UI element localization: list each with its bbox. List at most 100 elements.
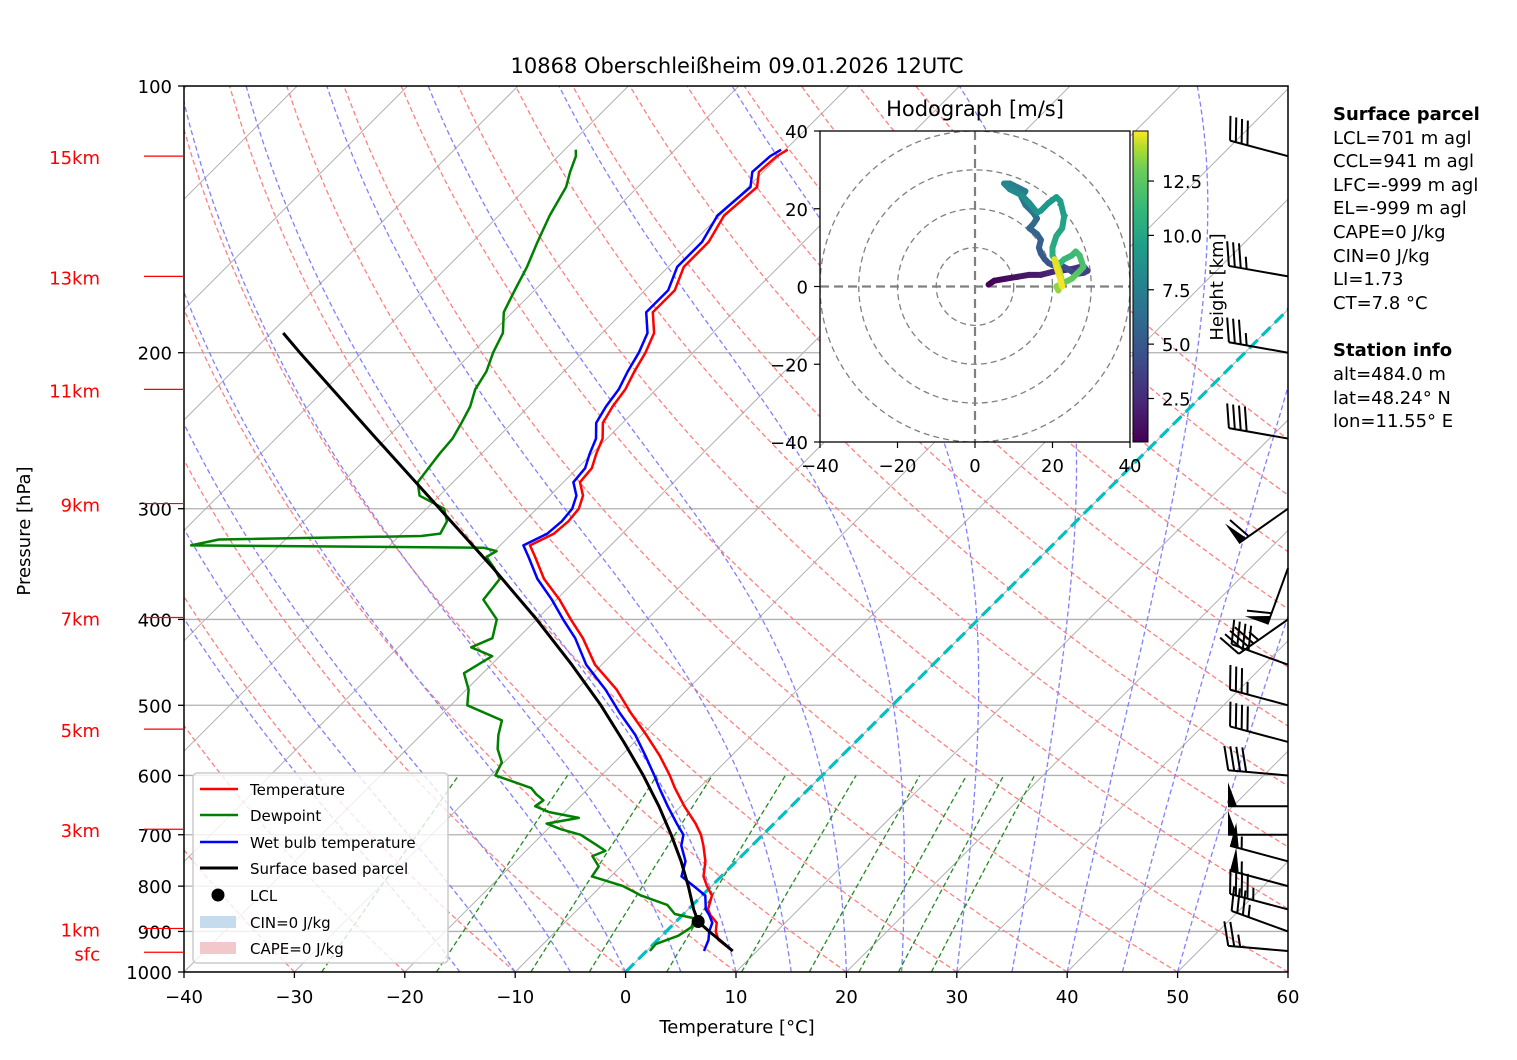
moist-adiabat (245, 86, 737, 972)
barb-full (1232, 318, 1236, 344)
height-labels: 15km 13km 11km 9km 7km 5km 3km 1km sfc (49, 148, 184, 965)
info-lcl: LCL=701 m agl (1333, 127, 1472, 149)
colorbar-label: Height [km] (1207, 233, 1228, 340)
barb-full (1226, 403, 1230, 429)
x-tick-label: 20 (835, 987, 858, 1008)
barb-full (1241, 890, 1247, 916)
barb-full (1246, 609, 1272, 615)
hodograph-trace (985, 180, 1091, 294)
dry-adiabat (184, 595, 516, 972)
isotherm-line (184, 86, 740, 642)
info-ct: CT=7.8 °C (1333, 292, 1428, 314)
moist-adiabat (326, 86, 792, 972)
x-tick-label: 10 (725, 987, 748, 1008)
series-dewpoint (189, 149, 696, 952)
x-tick-label: −40 (165, 987, 203, 1008)
y-tick-label: 700 (138, 826, 172, 847)
hodograph-x-label: −40 (801, 456, 839, 477)
barb-full (1226, 241, 1230, 267)
barb-full (1223, 745, 1230, 771)
wind-barb (1229, 701, 1289, 743)
colorbar-tick-label: 5.0 (1162, 335, 1191, 356)
freezing-isotherm (624, 307, 1288, 972)
barb-half (1237, 934, 1242, 948)
barb-full (1232, 404, 1236, 430)
height-label: 15km (49, 148, 100, 169)
barb-full (1237, 319, 1242, 345)
dry-adiabat (184, 458, 627, 972)
y-tick-label: 800 (138, 877, 172, 898)
barb-full (1223, 921, 1230, 946)
barb-staff (1238, 507, 1289, 544)
barb-staff (1228, 341, 1289, 354)
wind-barb (1226, 317, 1289, 354)
colorbar-tick-label: 12.5 (1162, 172, 1202, 193)
barb-staff (1229, 688, 1289, 707)
wind-barb (1229, 847, 1289, 888)
barb-staff (1228, 427, 1289, 440)
hodograph-y-label: 0 (797, 278, 808, 299)
barb-full (1247, 625, 1253, 651)
barb-flag (1228, 782, 1237, 807)
colorbar-ticks: 2.5 5.0 7.5 10.0 12.5 (1148, 172, 1202, 411)
x-tick-label: −30 (275, 987, 313, 1008)
barb-half (1247, 904, 1251, 918)
info-panel: Surface parcel LCL=701 m agl CCL=941 m a… (1333, 103, 1480, 434)
legend-lcl: LCL (250, 887, 278, 905)
surface-parcel-title: Surface parcel (1333, 104, 1480, 125)
height-label: 7km (61, 609, 100, 630)
hodograph-grid (820, 131, 1130, 442)
x-axis-ticks: −40 −30 −20 −10 0 10 20 30 40 50 60 (165, 972, 1299, 1008)
barb-half (1244, 333, 1248, 346)
hodograph-x-label: 40 (1119, 456, 1142, 477)
isotherm-line (184, 86, 629, 532)
moist-adiabat (1121, 384, 1288, 972)
barb-full (1237, 243, 1242, 269)
barb-half (1244, 256, 1248, 270)
x-tick-label: 0 (620, 987, 631, 1008)
height-label: sfc (74, 944, 100, 965)
legend-swatch-cape (200, 942, 236, 954)
height-label: 11km (49, 381, 100, 402)
hodograph-y-label: 20 (785, 200, 808, 221)
dry-adiabat (286, 86, 1068, 972)
x-tick-label: 30 (945, 987, 968, 1008)
barb-full (1230, 886, 1236, 912)
dry-adiabat (400, 86, 1288, 972)
wind-barb (1223, 921, 1289, 953)
x-tick-label: −10 (496, 987, 534, 1008)
wind-barb (1228, 782, 1288, 808)
station-info-title: Station info (1333, 340, 1453, 362)
isotherm-line (184, 86, 850, 752)
barb-full (1236, 621, 1241, 647)
barb-full (1243, 406, 1248, 432)
mixing-ratio-line (530, 775, 658, 972)
barb-flag (1225, 523, 1247, 544)
y-tick-label: 400 (138, 610, 172, 631)
lcl-marker (691, 914, 705, 928)
mixing-ratio-line (808, 775, 921, 972)
y-tick-label: 100 (138, 77, 172, 98)
series-wet-bulb-temperature (522, 148, 782, 952)
legend-swatch-cin (200, 916, 236, 928)
y-tick-label: 600 (138, 766, 172, 787)
barb-staff (1266, 567, 1289, 625)
info-el: EL=-999 m agl (1333, 198, 1467, 220)
hodograph-segment (1057, 275, 1066, 290)
x-tick-label: 50 (1166, 987, 1189, 1008)
info-lfc: LFC=-999 m agl (1333, 174, 1479, 196)
y-tick-label: 900 (138, 922, 172, 943)
wind-barb (1229, 822, 1289, 863)
x-tick-label: 60 (1277, 987, 1300, 1008)
moist-adiabat (184, 99, 682, 972)
barb-staff (1228, 769, 1289, 777)
isotherm-line (514, 198, 1288, 972)
barb-full (1229, 921, 1236, 947)
moist-adiabat (1066, 86, 1209, 972)
moist-adiabat (427, 86, 848, 972)
barb-full (1229, 519, 1250, 538)
isotherm-line (956, 640, 1288, 972)
hodograph-x-label: −20 (879, 456, 917, 477)
mixing-ratio-line (588, 775, 713, 972)
profiles (189, 148, 789, 953)
